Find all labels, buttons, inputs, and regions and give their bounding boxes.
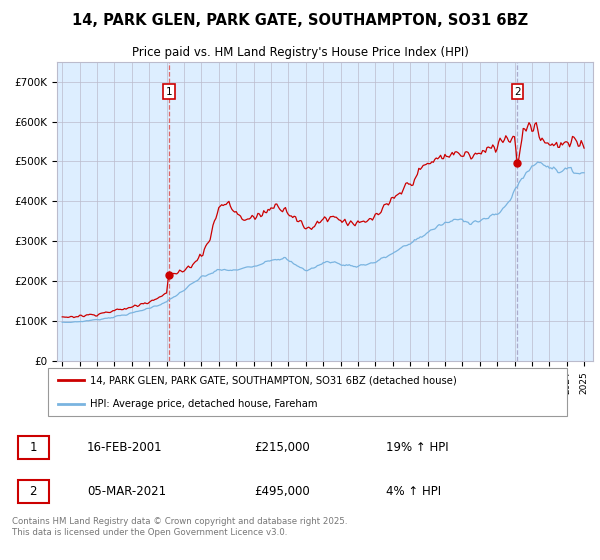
Text: £215,000: £215,000 <box>254 441 310 454</box>
Text: Price paid vs. HM Land Registry's House Price Index (HPI): Price paid vs. HM Land Registry's House … <box>131 46 469 59</box>
FancyBboxPatch shape <box>18 480 49 503</box>
Text: 4% ↑ HPI: 4% ↑ HPI <box>386 485 442 498</box>
Text: 16-FEB-2001: 16-FEB-2001 <box>87 441 163 454</box>
Text: £495,000: £495,000 <box>254 485 310 498</box>
Text: 19% ↑ HPI: 19% ↑ HPI <box>386 441 449 454</box>
Text: 14, PARK GLEN, PARK GATE, SOUTHAMPTON, SO31 6BZ (detached house): 14, PARK GLEN, PARK GATE, SOUTHAMPTON, S… <box>89 375 457 385</box>
Text: 14, PARK GLEN, PARK GATE, SOUTHAMPTON, SO31 6BZ: 14, PARK GLEN, PARK GATE, SOUTHAMPTON, S… <box>72 13 528 28</box>
Text: 1: 1 <box>166 87 172 96</box>
FancyBboxPatch shape <box>47 368 568 416</box>
Text: 1: 1 <box>29 441 37 454</box>
Text: Contains HM Land Registry data © Crown copyright and database right 2025.
This d: Contains HM Land Registry data © Crown c… <box>12 517 347 536</box>
Text: HPI: Average price, detached house, Fareham: HPI: Average price, detached house, Fare… <box>89 399 317 409</box>
Text: 2: 2 <box>29 485 37 498</box>
Text: 05-MAR-2021: 05-MAR-2021 <box>87 485 166 498</box>
Text: 2: 2 <box>514 87 521 96</box>
FancyBboxPatch shape <box>18 436 49 459</box>
